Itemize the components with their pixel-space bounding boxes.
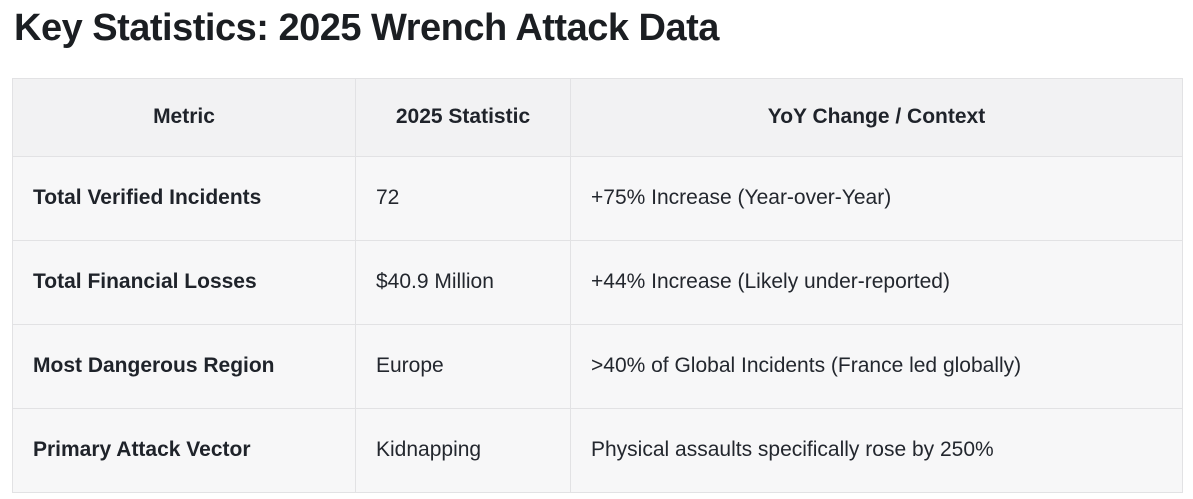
table-row: Most Dangerous Region Europe >40% of Glo…: [12, 323, 1183, 409]
column-header-context: YoY Change / Context: [570, 77, 1183, 157]
table-row: Total Verified Incidents 72 +75% Increas…: [12, 155, 1183, 241]
statistic-cell: Europe: [355, 323, 571, 409]
metric-cell: Primary Attack Vector: [12, 407, 356, 493]
table-row: Total Financial Losses $40.9 Million +44…: [12, 239, 1183, 325]
page-title: Key Statistics: 2025 Wrench Attack Data: [14, 7, 719, 49]
metric-cell: Total Verified Incidents: [12, 155, 356, 241]
context-cell: +75% Increase (Year-over-Year): [570, 155, 1183, 241]
statistic-cell: Kidnapping: [355, 407, 571, 493]
column-header-statistic: 2025 Statistic: [355, 77, 571, 157]
statistic-cell: $40.9 Million: [355, 239, 571, 325]
table-header-row: Metric 2025 Statistic YoY Change / Conte…: [12, 77, 1183, 157]
metric-cell: Most Dangerous Region: [12, 323, 356, 409]
context-cell: Physical assaults specifically rose by 2…: [570, 407, 1183, 493]
metric-cell: Total Financial Losses: [12, 239, 356, 325]
statistic-cell: 72: [355, 155, 571, 241]
context-cell: +44% Increase (Likely under-reported): [570, 239, 1183, 325]
key-statistics-table: Metric 2025 Statistic YoY Change / Conte…: [12, 77, 1183, 493]
context-cell: >40% of Global Incidents (France led glo…: [570, 323, 1183, 409]
table-row: Primary Attack Vector Kidnapping Physica…: [12, 407, 1183, 493]
column-header-metric: Metric: [12, 77, 356, 157]
